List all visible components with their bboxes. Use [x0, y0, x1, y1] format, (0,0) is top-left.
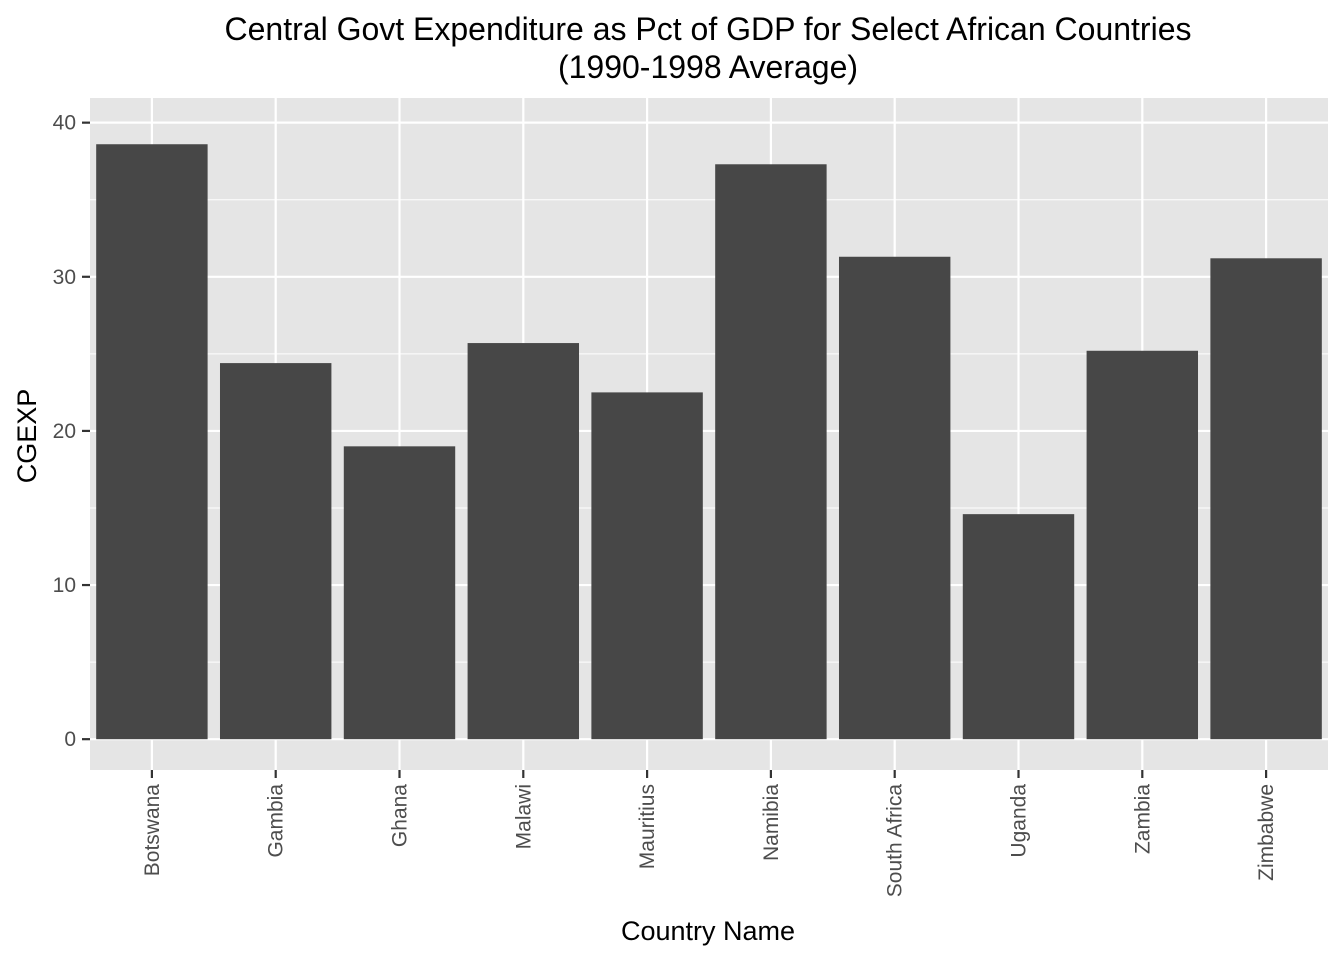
bar-malawi: [467, 343, 580, 740]
x-tick-label: Gambia: [265, 784, 288, 858]
bar-zimbabwe: [1210, 258, 1322, 740]
y-tick-label: 20: [53, 420, 76, 443]
bars: [96, 144, 1322, 740]
bar-ghana: [343, 446, 456, 740]
bar-uganda: [962, 514, 1075, 740]
y-axis-title: CGEXP: [12, 389, 42, 484]
x-tick-label: Zimbabwe: [1255, 784, 1278, 881]
bar-namibia: [715, 164, 827, 740]
chart-title-line-1: Central Govt Expenditure as Pct of GDP f…: [225, 11, 1192, 47]
bar-zambia: [1086, 350, 1199, 740]
x-axis: Botswana Gambia Ghana Malawi Mauritius Namibi…: [141, 770, 1278, 897]
x-tick-label: Uganda: [1008, 784, 1031, 858]
y-tick-label: 30: [53, 266, 76, 289]
y-tick-label: 0: [64, 728, 76, 751]
bar-gambia: [219, 363, 332, 740]
bar-south-africa: [838, 256, 951, 740]
y-axis: 0 10 20 30 40: [53, 112, 90, 751]
x-tick-label: Zambia: [1131, 784, 1154, 854]
x-tick-label: Mauritius: [636, 784, 659, 869]
x-tick-label: Botswana: [141, 784, 164, 877]
x-axis-title: Country Name: [621, 916, 795, 946]
chart-title-line-2: (1990-1998 Average): [558, 49, 858, 85]
y-tick-label: 10: [53, 574, 76, 597]
x-tick-label: Namibia: [760, 784, 783, 861]
x-tick-label: Malawi: [512, 784, 535, 849]
x-tick-label: South Africa: [884, 784, 907, 898]
bar-botswana: [96, 144, 208, 740]
x-tick-label: Ghana: [389, 784, 412, 847]
bar-mauritius: [591, 392, 703, 740]
y-tick-label: 40: [53, 112, 76, 135]
